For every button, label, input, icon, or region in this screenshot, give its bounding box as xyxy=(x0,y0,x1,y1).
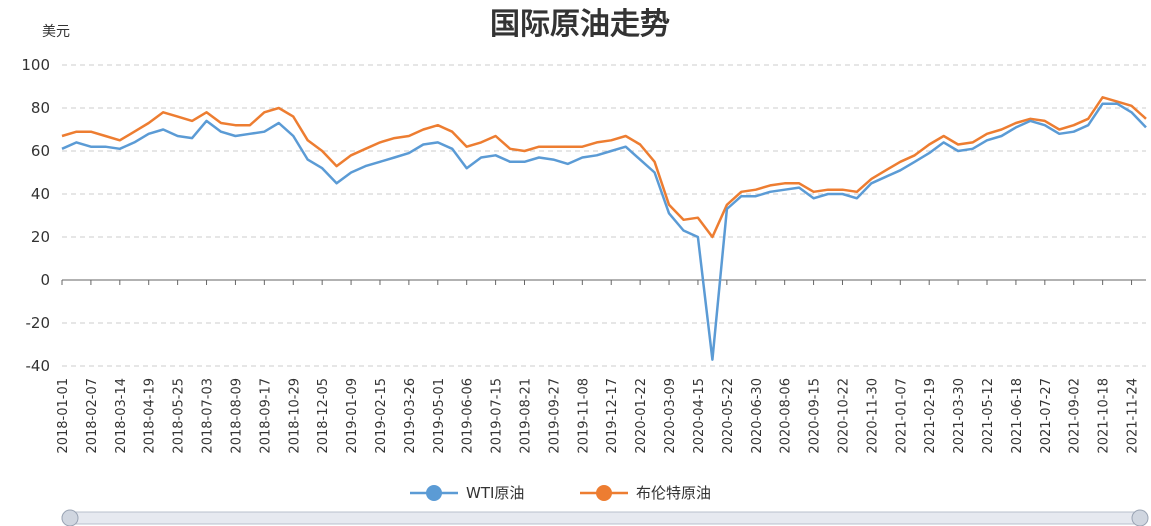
x-tick-label: 2021-02-19 xyxy=(923,378,938,454)
y-tick-label: -20 xyxy=(26,314,51,332)
x-tick-label: 2019-07-15 xyxy=(490,378,505,454)
x-tick-label: 2018-01-01 xyxy=(56,378,71,454)
slider[interactable] xyxy=(61,509,1149,526)
x-tick-label: 2020-10-22 xyxy=(836,378,851,454)
x-tick-label: 2020-06-30 xyxy=(750,378,765,454)
x-tick-label: 2018-09-17 xyxy=(258,378,273,454)
x-tick-label: 2018-03-14 xyxy=(114,378,129,454)
x-tick-label: 2018-04-19 xyxy=(143,378,158,454)
x-tick-label: 2019-05-01 xyxy=(432,378,447,454)
x-tick-label: 2018-02-07 xyxy=(85,378,100,454)
x-tick-label: 2019-06-06 xyxy=(461,378,476,454)
x-tick-label: 2021-10-18 xyxy=(1097,378,1112,454)
legend-marker xyxy=(596,485,612,501)
x-tick-label: 2018-05-25 xyxy=(172,378,187,454)
x-tick-label: 2021-11-24 xyxy=(1126,378,1141,454)
x-tick-label: 2018-08-09 xyxy=(229,378,244,454)
x-tick-label: 2020-05-22 xyxy=(721,378,736,454)
x-tick-label: 2021-01-07 xyxy=(894,378,909,454)
series-line xyxy=(61,96,1147,239)
slider-handle[interactable] xyxy=(61,509,79,526)
x-tick-label: 2021-06-18 xyxy=(1010,378,1025,454)
x-tick-label: 2019-08-21 xyxy=(519,378,534,454)
y-tick-label: 80 xyxy=(31,99,50,117)
x-tick-label: 2020-03-09 xyxy=(663,378,678,454)
x-tick-label: 2021-05-12 xyxy=(981,378,996,454)
x-tick-label: 2018-07-03 xyxy=(201,378,216,454)
x-tick-label: 2019-09-27 xyxy=(547,378,562,454)
x-tick-label: 2021-09-02 xyxy=(1068,378,1083,454)
x-tick-label: 2020-09-15 xyxy=(808,378,823,454)
legend-label: WTI原油 xyxy=(466,484,524,502)
x-tick-label: 2019-03-26 xyxy=(403,378,418,454)
x-tick-label: 2019-11-08 xyxy=(576,378,591,454)
series-line xyxy=(61,102,1147,361)
x-tick-label: 2021-03-30 xyxy=(952,378,967,454)
slider-track[interactable] xyxy=(61,511,1147,525)
legend-item: 布伦特原油 xyxy=(580,484,711,502)
x-tick-label: 2020-01-22 xyxy=(634,378,649,454)
legend-item: WTI原油 xyxy=(410,484,524,502)
x-tick-label: 2021-07-27 xyxy=(1039,378,1054,454)
x-tick-label: 2020-08-06 xyxy=(779,378,794,454)
x-tick-label: 2020-04-15 xyxy=(692,378,707,454)
y-tick-label: 100 xyxy=(21,56,50,74)
x-tick-label: 2018-10-29 xyxy=(287,378,302,454)
y-tick-label: 40 xyxy=(31,185,50,203)
x-tick-label: 2019-12-17 xyxy=(605,378,620,454)
y-tick-label: 60 xyxy=(31,142,50,160)
y-tick-label: 20 xyxy=(31,228,50,246)
x-tick-label: 2020-11-30 xyxy=(865,378,880,454)
x-tick-label: 2019-01-09 xyxy=(345,378,360,454)
y-tick-label: -40 xyxy=(26,357,51,375)
slider-handle[interactable] xyxy=(1131,509,1149,526)
y-tick-label: 0 xyxy=(40,271,50,289)
x-tick-label: 2018-12-05 xyxy=(316,378,331,454)
legend-label: 布伦特原油 xyxy=(636,484,711,502)
chart-title: 国际原油走势 xyxy=(490,7,670,42)
y-axis-label: 美元 xyxy=(42,24,70,40)
legend-marker xyxy=(426,485,442,501)
x-tick-label: 2019-02-15 xyxy=(374,378,389,454)
